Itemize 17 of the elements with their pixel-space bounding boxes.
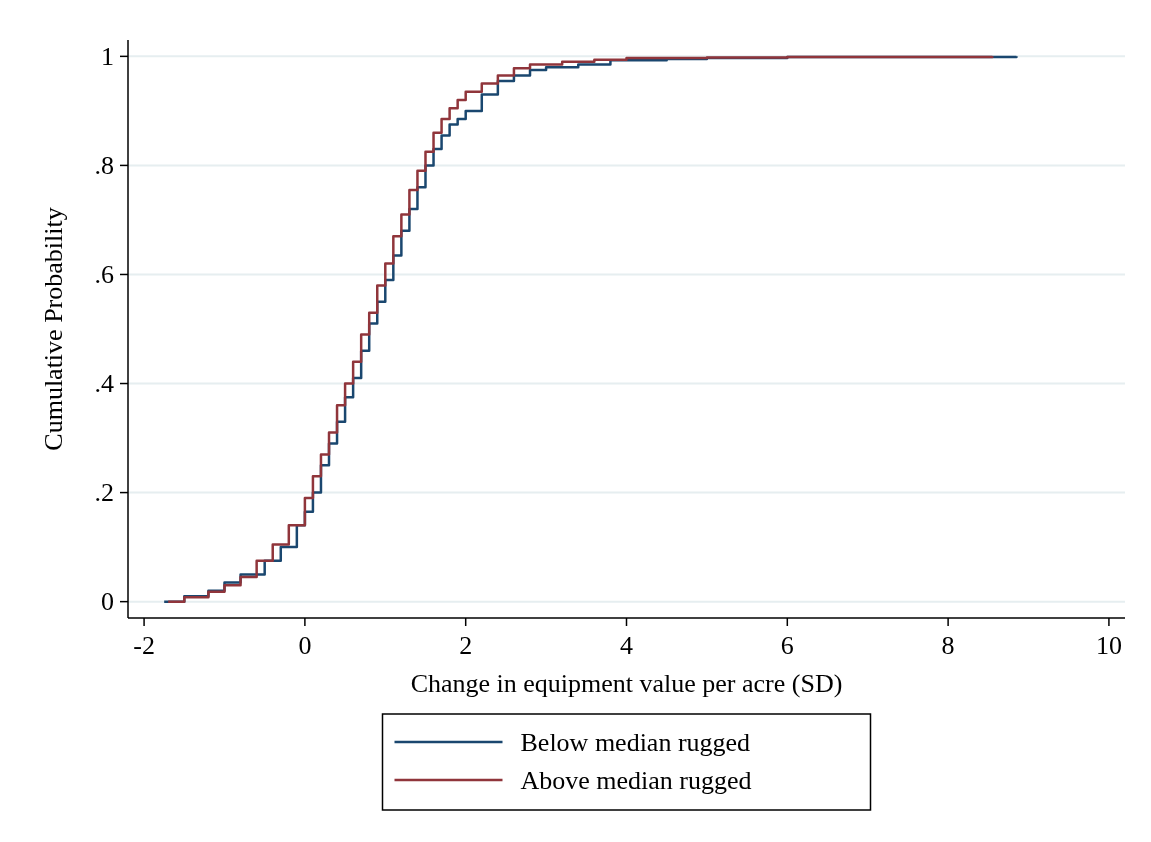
x-tick-label: 0 xyxy=(298,631,312,660)
legend-label: Above median rugged xyxy=(520,765,752,795)
y-axis-title: Cumulative Probability xyxy=(39,207,68,451)
x-tick-label: 10 xyxy=(1095,631,1122,660)
y-tick-label: 0 xyxy=(101,587,114,617)
x-tick-label: 6 xyxy=(780,631,794,660)
y-tick-label: .4 xyxy=(94,369,114,399)
legend-label: Below median rugged xyxy=(520,727,751,757)
x-tick-label: 2 xyxy=(459,631,473,660)
y-tick-label: .6 xyxy=(94,259,114,289)
y-tick-label: .2 xyxy=(94,478,114,508)
x-tick-label: 8 xyxy=(941,631,955,660)
x-axis-title: Change in equipment value per acre (SD) xyxy=(410,669,843,698)
y-tick-label: .8 xyxy=(94,150,114,180)
x-tick-label: 4 xyxy=(620,631,633,660)
y-tick-label: 1 xyxy=(101,41,114,71)
x-tick-label: -2 xyxy=(133,631,155,660)
